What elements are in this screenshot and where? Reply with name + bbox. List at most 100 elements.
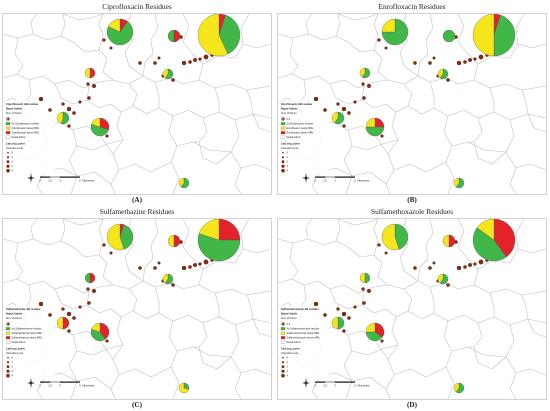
sampling-point	[473, 262, 477, 266]
legend-item-admin: Nepal Admin	[12, 136, 27, 139]
legend-swatch-no-residue	[5, 122, 11, 126]
scale-tick-label: 0	[39, 179, 41, 183]
sampling-point	[61, 307, 65, 311]
legend-point-class-label: 1	[12, 156, 14, 159]
panel-label: (A)	[132, 196, 142, 204]
site-pie	[197, 14, 241, 57]
north-arrow-icon	[27, 377, 35, 389]
legend-point-layer: LatLong_point	[281, 347, 300, 351]
panel-title: Sulfamethazine Residues	[99, 207, 175, 216]
map-panel: Enrofloxacin Residues Enrofloxacin AB re…	[277, 0, 547, 205]
pie-slice-no-residue	[90, 329, 106, 342]
pie-slice-below-mrl	[437, 273, 444, 284]
sampling-point	[86, 82, 90, 86]
site-pie	[167, 234, 181, 248]
pie-slice-above-mrl	[173, 234, 181, 248]
sampling-point	[428, 266, 432, 270]
site-pie	[90, 117, 110, 137]
pie-slice-below-mrl	[108, 18, 121, 33]
legend-point-class-dot	[281, 168, 285, 173]
site-pie	[381, 223, 409, 251]
pie-slice-above-mrl	[62, 316, 70, 330]
legend-point-class-dot	[7, 356, 9, 359]
map-panel: Sulfamethazine Residues Sulfamethazine A…	[2, 205, 272, 410]
scale-tick-label: 1.5	[323, 384, 327, 388]
pie-slice-above-mrl	[89, 67, 96, 79]
scale-segment	[49, 381, 61, 383]
sampling-point	[463, 265, 467, 269]
sampling-point	[198, 262, 202, 266]
legend-swatch-above-mrl	[5, 336, 11, 340]
sampling-point	[157, 261, 161, 265]
residue-pies	[331, 219, 516, 394]
scale-segment	[60, 176, 80, 178]
pie-slice-below-mrl	[331, 111, 339, 124]
scale-tick-label: 0	[39, 384, 41, 388]
sampling-point	[102, 38, 106, 42]
scale-bar: 0 1.5 3 6 Kilometers	[39, 381, 95, 388]
site-pie	[178, 382, 190, 394]
pie-slice-no-residue	[364, 272, 371, 284]
scale-tick-label: 1.5	[323, 179, 327, 183]
legend-sum-label: Sum of Points	[6, 317, 22, 320]
pie-slice-below-mrl	[453, 177, 460, 188]
sampling-point	[86, 287, 90, 291]
sampling-point	[347, 111, 351, 115]
legend-item-admin: Nepal Admin	[287, 341, 302, 344]
pie-slice-no-residue	[197, 233, 241, 262]
site-pie	[162, 273, 174, 285]
site-pie	[162, 68, 174, 80]
sampling-point	[380, 134, 384, 138]
map-frame: Sulfamethazine AB residue Nepal Admin Su…	[2, 218, 272, 400]
legend-item-above-mrl: Sulfamethoxazole above MRL	[287, 337, 321, 340]
sampling-point	[92, 289, 96, 293]
legend-sum-label: Sum of Points	[281, 112, 297, 115]
pie-slice-above-mrl	[374, 117, 385, 128]
site-pie	[365, 322, 385, 342]
pie-slice-above-mrl	[173, 29, 181, 43]
sampling-point	[353, 100, 357, 104]
site-pie	[90, 322, 110, 342]
sampling-point	[203, 54, 209, 60]
pie-slice-above-mrl	[99, 322, 110, 340]
legend-title: Sulfamethoxazole AB residue	[281, 307, 319, 311]
site-pie	[359, 67, 371, 79]
scale-segment	[315, 176, 325, 178]
pie-slice-below-mrl	[365, 322, 376, 333]
sampling-point	[336, 102, 340, 106]
sampling-point	[181, 265, 187, 271]
legend-point-class-label: 0	[12, 152, 14, 155]
legend-size-label: 0-4	[287, 118, 291, 121]
site-pie	[442, 29, 456, 43]
legend: Sulfamethoxazole AB residue Nepal Admin …	[279, 305, 330, 379]
legend-pie-half-above	[7, 117, 10, 121]
sampling-point	[413, 61, 417, 65]
legend-point-class-label: 4	[12, 375, 14, 378]
sampling-point	[38, 301, 44, 307]
legend-layer-name: Nepal Admin	[6, 107, 23, 111]
site-pie	[365, 117, 385, 137]
legend-swatch-below-mrl	[5, 126, 11, 130]
pie-slice-above-mrl	[493, 219, 516, 258]
pie-slice-below-mrl	[381, 223, 400, 251]
legend-swatch-admin	[5, 135, 11, 139]
sampling-point	[109, 251, 113, 255]
legend-title: Ciprofloxacin AB residue	[6, 102, 39, 106]
pie-slice-below-mrl	[476, 219, 495, 241]
legend-point-class-dot	[281, 373, 285, 378]
site-pie	[84, 67, 96, 79]
scale-unit: Kilometers	[357, 384, 370, 388]
sampling-point	[78, 305, 82, 309]
sampling-point	[478, 54, 484, 60]
legend-sum-label: Sum of Points	[6, 112, 22, 115]
legend-point-class-dot	[6, 160, 10, 164]
scale-bar: 0 1.5 3 6 Kilometers	[314, 381, 370, 388]
site-pie	[453, 382, 465, 394]
pie-slice-below-mrl	[331, 316, 339, 330]
sampling-point	[138, 61, 142, 65]
legend-item-no-residue: No Sulfamethazine residue	[12, 328, 43, 331]
legend-point-class-label: 1	[12, 361, 14, 364]
site-pie	[453, 177, 465, 189]
sampling-point	[432, 56, 436, 60]
scale-tick-label: 3	[59, 179, 61, 183]
